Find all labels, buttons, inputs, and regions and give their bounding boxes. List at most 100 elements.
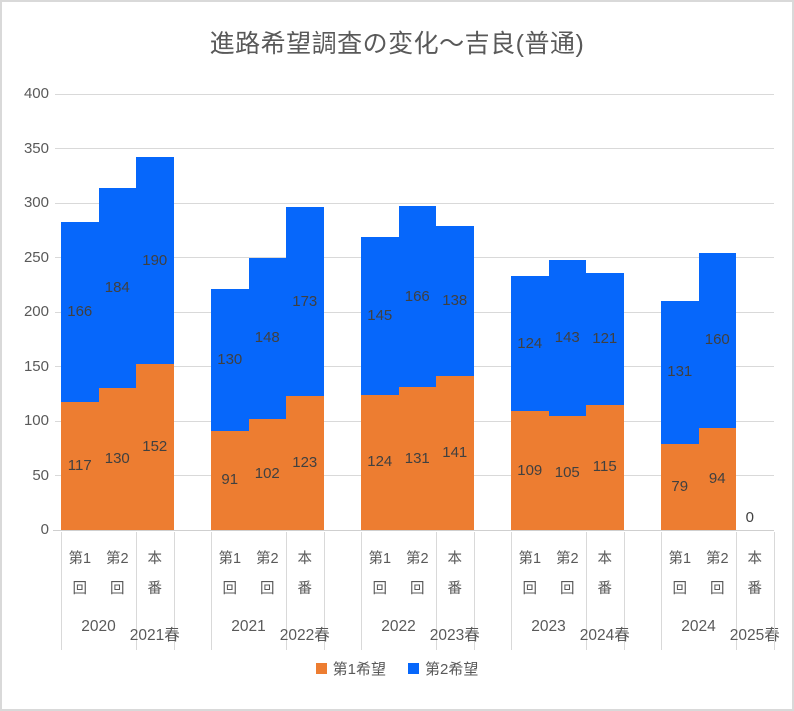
group-label-year: 2022 [381,618,416,635]
bar-segment-first-choice [398,387,436,530]
bar-segment-first-choice [698,427,736,530]
group-label-spring: 2023春 [429,627,480,644]
x-axis-tick-label: 回 [110,581,125,597]
x-axis-tick-label: 第2 [405,551,429,567]
category-separator [61,532,62,650]
bar-segment-second-choice [61,221,99,403]
x-axis-tick-label: 第2 [555,551,579,567]
x-axis-line [53,530,774,531]
bar-segment-second-choice [211,289,249,431]
bar-value-label: 109 [517,461,543,479]
group-label-year: 2020 [81,618,116,635]
category-separator [361,532,362,650]
bar-segment-second-choice [286,207,324,396]
x-axis-tick-label: 第1 [368,551,392,567]
bar-value-label: 166 [404,287,430,305]
category-separator [136,532,137,650]
bar-value-label: 190 [142,251,168,269]
bar-value-label: 148 [254,329,280,347]
bar-value-label: 115 [592,458,617,476]
legend-swatch-icon [315,663,327,674]
bar-value-label: 145 [367,306,393,324]
category-separator [736,532,737,650]
bar-value-label: 121 [592,329,618,347]
bar-value-label: 124 [517,334,543,352]
y-axis-tick-label: 150 [23,357,49,375]
category-separator [586,532,587,650]
bar-segment-first-choice [286,395,324,530]
bar-segment-first-choice [586,404,624,530]
bar-value-label: 160 [704,331,730,349]
bar-segment-second-choice [248,257,286,419]
x-axis-tick-label: 番 [297,581,313,597]
x-axis-tick-label: 第1 [668,551,692,567]
x-axis-tick-label: 回 [710,581,725,597]
x-axis-tick-label: 番 [747,581,763,597]
legend-item: 第1希望 [315,658,386,679]
bar-segment-second-choice [511,276,549,412]
bar-value-label: 152 [142,438,168,456]
y-axis-tick-label: 250 [23,248,49,266]
legend: 第1希望 第2希望 [2,658,792,679]
bar-segment-second-choice [586,272,624,405]
bar-segment-second-choice [661,301,699,444]
x-axis-tick-label: 回 [260,581,275,597]
x-axis-tick-label: 番 [597,581,613,597]
x-axis-tick-label: 回 [222,581,238,597]
category-separator [773,532,775,650]
legend-swatch-icon [408,663,419,674]
x-axis-tick-label: 第1 [218,551,242,567]
bar-segment-first-choice [211,430,249,530]
x-axis-tick-label: 本 [747,551,763,567]
legend-label: 第1希望 [332,661,386,678]
gridline [55,93,774,95]
x-axis-tick-label: 第1 [518,551,542,567]
category-separator [661,532,662,650]
x-axis-tick-label: 本 [297,551,313,567]
legend-item: 第2希望 [408,658,478,679]
bar-value-label: 124 [367,453,393,471]
bar-value-label: 141 [442,444,468,462]
category-separator [173,532,175,650]
bar-value-label: 130 [104,450,130,468]
x-axis-tick-label: 回 [522,581,538,597]
gridline [55,202,774,204]
bar-segment-first-choice [98,388,136,530]
y-axis-tick-label: 50 [32,466,49,484]
bar-segment-first-choice [61,402,99,530]
x-axis-tick-label: 本 [597,551,613,567]
bar-segment-first-choice [511,411,549,530]
x-axis-tick-label: 第2 [255,551,279,567]
x-axis-tick-label: 回 [560,581,575,597]
bar-value-label: 166 [67,303,93,320]
bar-value-label: 91 [221,471,239,489]
bar-segment-first-choice [361,394,399,530]
bar-value-label: 184 [104,279,130,297]
bar-segment-first-choice [248,418,286,530]
bar-value-label: 130 [217,350,243,368]
x-axis-tick-label: 第2 [705,551,729,567]
category-separator [286,532,287,650]
bar-segment-second-choice [436,225,474,377]
bar-value-label: 123 [292,453,318,471]
x-axis-tick-label: 本 [147,551,163,567]
group-label-year: 2021 [231,618,266,635]
bar-value-label: 173 [292,292,318,310]
x-axis-tick-label: 回 [72,581,88,597]
bar-segment-second-choice [98,187,136,389]
y-axis-tick-label: 400 [23,85,49,102]
bar-value-label: 143 [554,328,580,346]
x-axis-tick-label: 回 [410,581,425,597]
category-separator [511,532,512,650]
bar-value-label: 131 [667,363,693,381]
group-label-spring: 2024春 [579,627,630,644]
group-label-year: 2024 [681,618,716,635]
category-separator [436,532,437,650]
bar-value-label: 138 [442,292,468,310]
x-axis-tick-label: 第1 [68,551,92,567]
legend-label: 第2希望 [425,661,479,678]
bar-segment-first-choice [661,443,699,530]
bar-value-label: 79 [671,477,689,495]
x-axis-tick-label: 回 [372,581,388,597]
